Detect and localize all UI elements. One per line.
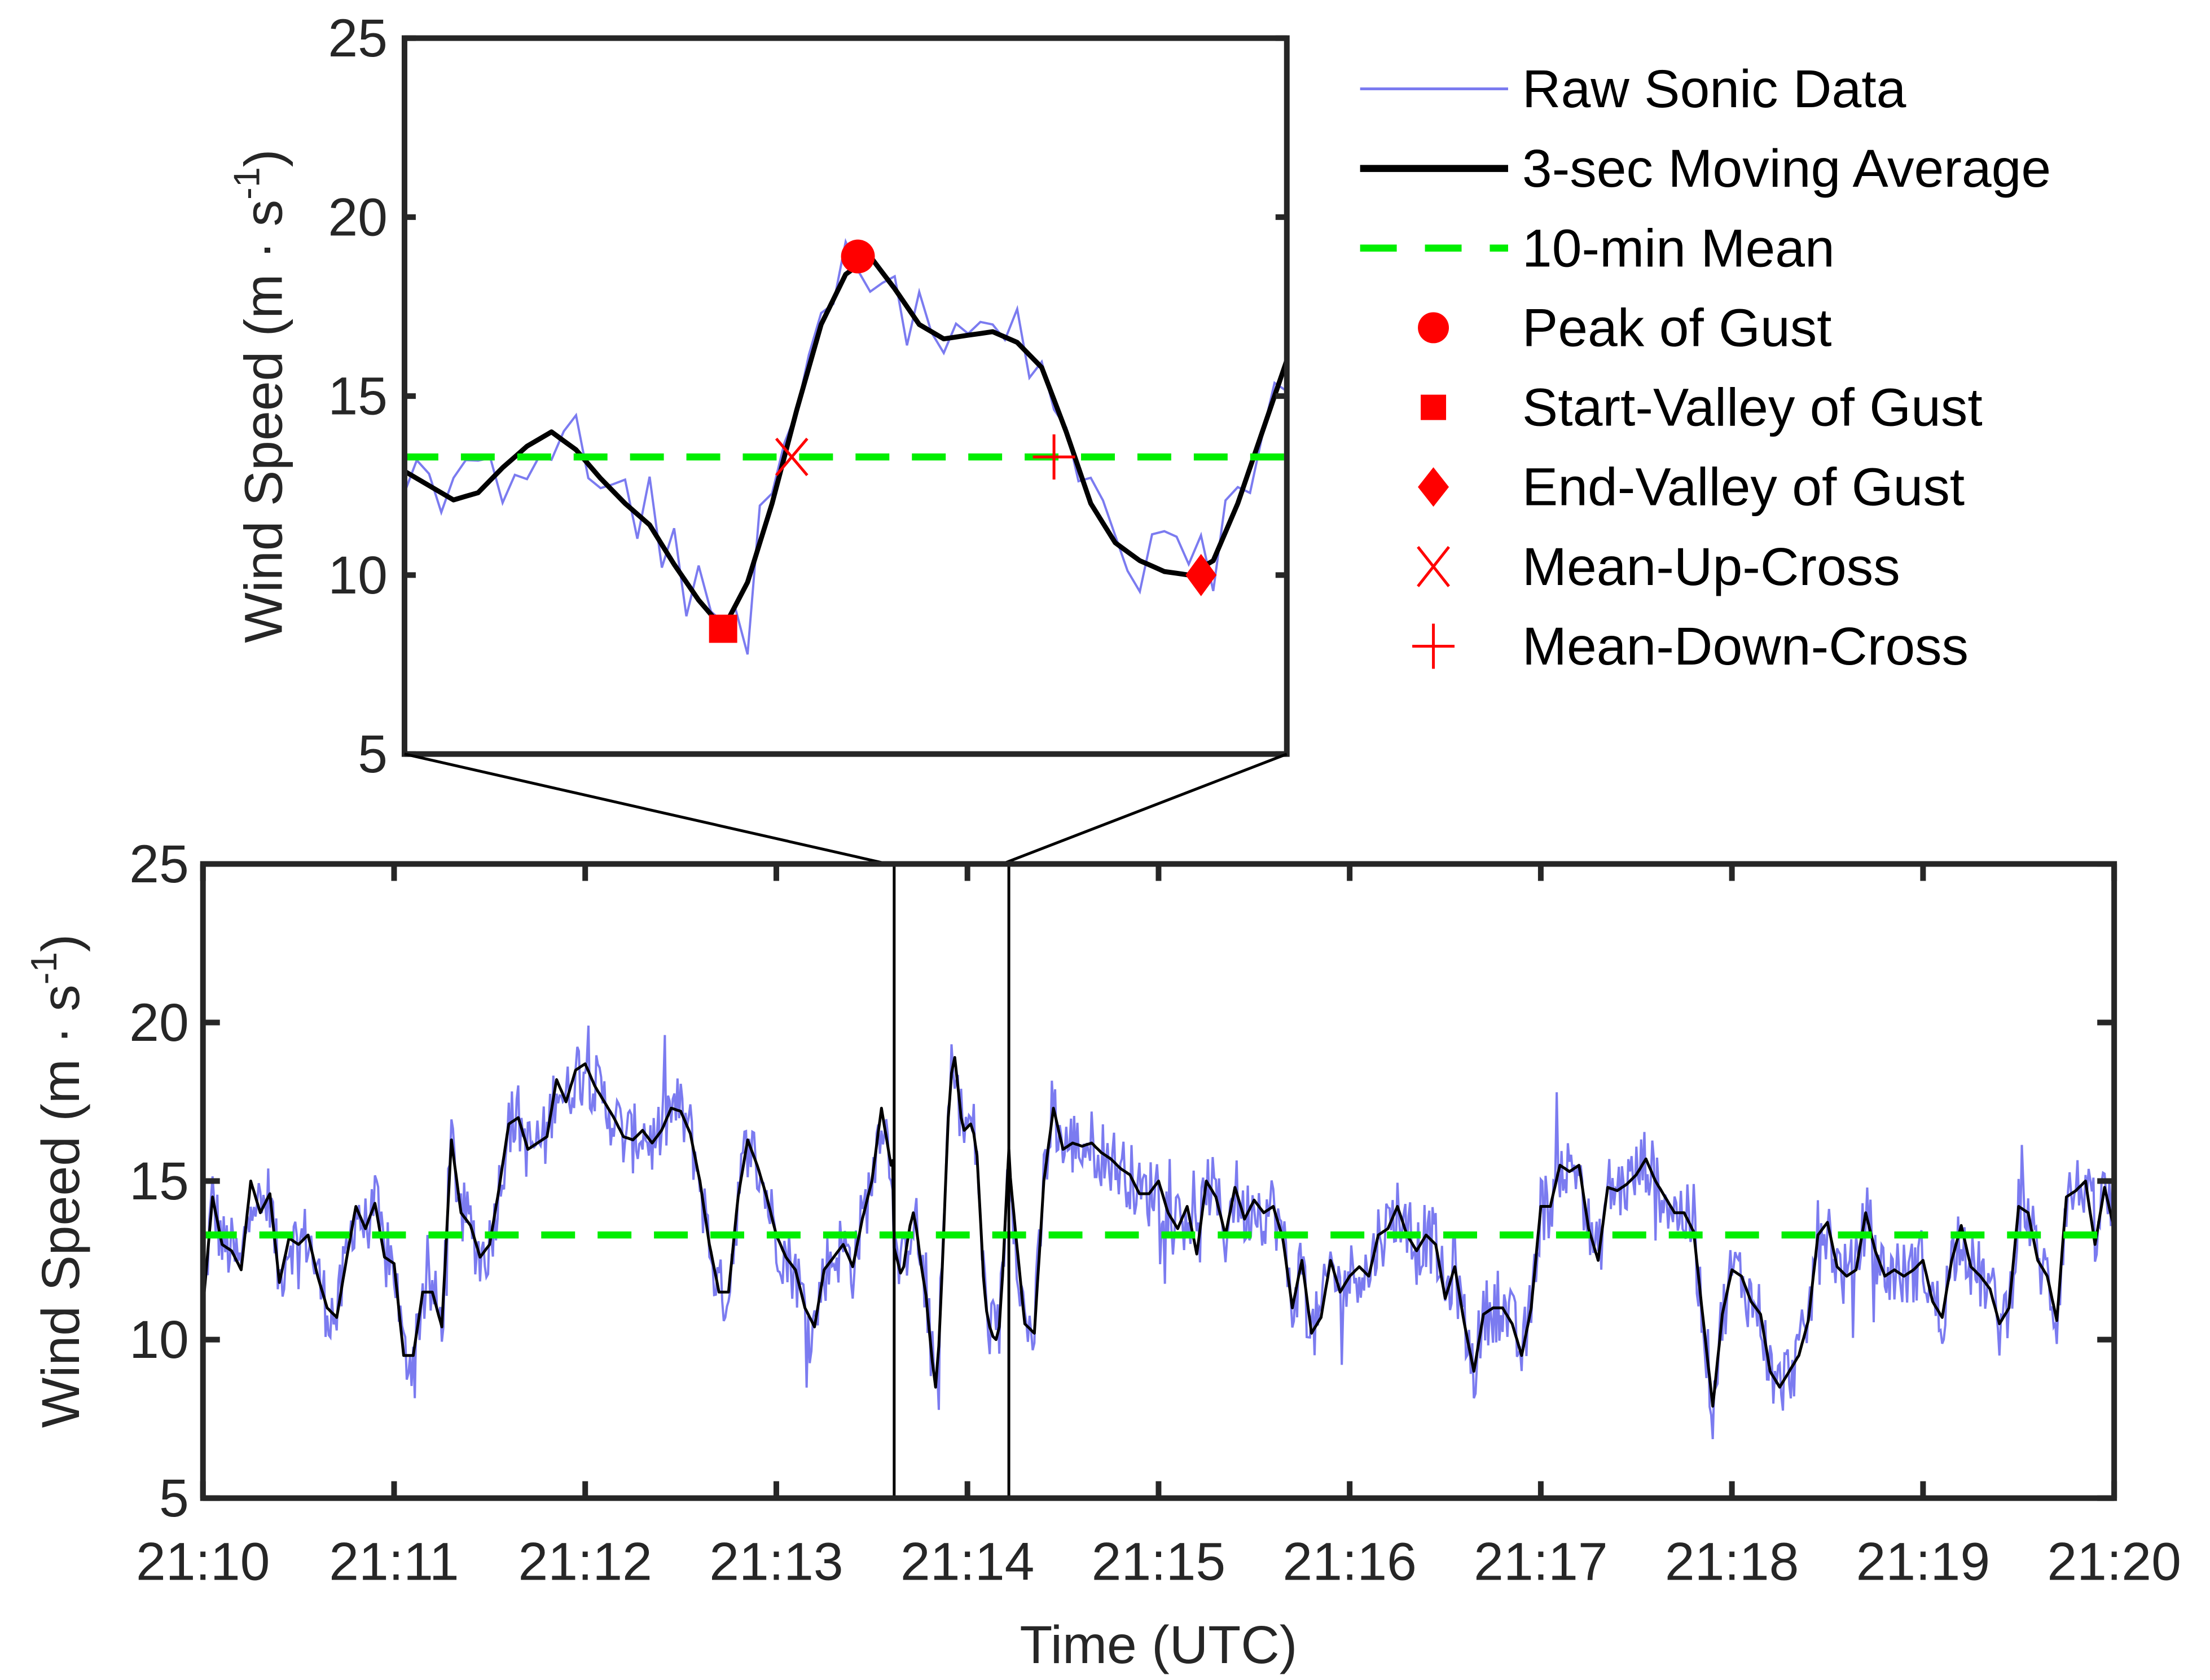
y-tick-label: 5 bbox=[358, 724, 388, 784]
legend-x-icon bbox=[1417, 546, 1450, 587]
legend-item-start: Start-Valley of Gust bbox=[1421, 378, 1983, 438]
x-tick-label: 21:12 bbox=[518, 1532, 652, 1591]
full-panel-x-label: Time (UTC) bbox=[1020, 1615, 1297, 1675]
zoom-panel-frame bbox=[401, 35, 1290, 757]
zoom-panel-y-label: Wind Speed (m · s-1) bbox=[226, 149, 294, 643]
legend-diamond-icon bbox=[1418, 467, 1449, 507]
legend-label: Mean-Up-Cross bbox=[1522, 537, 1900, 597]
full-panel-x-ticks: 21:10 21:11 21:12 21:13 21:14 21:15 21:16 21:17… bbox=[136, 864, 2181, 1591]
y-tick-label: 15 bbox=[328, 367, 388, 426]
raw-sonic-data-line bbox=[404, 238, 1287, 655]
legend-circle-icon bbox=[1418, 312, 1449, 344]
mean-down-cross-marker bbox=[1032, 434, 1075, 480]
full-panel: 5 10 15 20 25 21:10 21:11 21:12 21:13 21:14 21:15… bbox=[23, 834, 2181, 1675]
legend-plus-icon bbox=[1412, 623, 1455, 669]
y-tick-label: 10 bbox=[328, 546, 388, 605]
x-tick-label: 21:11 bbox=[329, 1532, 459, 1591]
legend-item-ma: 3-sec Moving Average bbox=[1360, 139, 2051, 199]
y-tick-label: 5 bbox=[159, 1468, 189, 1528]
moving-average-line bbox=[404, 254, 1287, 631]
legend-label: 10-min Mean bbox=[1522, 218, 1835, 278]
legend-item-raw: Raw Sonic Data bbox=[1360, 59, 1906, 119]
zoom-panel-y-ticks: 5 10 15 20 25 bbox=[328, 8, 1287, 784]
legend-label: 3-sec Moving Average bbox=[1522, 139, 2051, 199]
legend-label: End-Valley of Gust bbox=[1522, 458, 1965, 517]
x-tick-label: 21:15 bbox=[1092, 1532, 1226, 1591]
end-valley-marker bbox=[1185, 553, 1217, 596]
mean-up-cross-marker bbox=[775, 437, 809, 477]
x-tick-label: 21:14 bbox=[900, 1532, 1035, 1591]
plot-series bbox=[404, 238, 1287, 655]
zoom-connector-right bbox=[1001, 753, 1288, 865]
raw-sonic-data-line bbox=[203, 1025, 2115, 1440]
start-valley-marker bbox=[709, 614, 737, 643]
x-tick-label: 21:16 bbox=[1282, 1532, 1417, 1591]
legend-label: Mean-Down-Cross bbox=[1522, 617, 1969, 676]
y-tick-label: 20 bbox=[129, 993, 189, 1053]
zoom-connector-left bbox=[404, 753, 889, 865]
legend-item-down: Mean-Down-Cross bbox=[1412, 617, 1969, 676]
zoom-panel: 5 10 15 20 25 Wind Speed (m · s-1) bbox=[226, 8, 1290, 784]
legend-label: Raw Sonic Data bbox=[1522, 59, 1906, 119]
x-tick-label: 21:18 bbox=[1665, 1532, 1799, 1591]
x-tick-label: 21:19 bbox=[1856, 1532, 1991, 1591]
x-tick-label: 21:10 bbox=[136, 1532, 270, 1591]
legend-item-peak: Peak of Gust bbox=[1418, 298, 1832, 358]
moving-average-line bbox=[203, 1056, 2115, 1408]
y-tick-label: 25 bbox=[129, 834, 189, 894]
legend: Raw Sonic Data 3-sec Moving Average 10-min… bbox=[1360, 59, 2051, 676]
y-tick-label: 10 bbox=[129, 1310, 189, 1370]
zoom-panel-plot-area bbox=[404, 238, 1287, 655]
legend-item-up: Mean-Up-Cross bbox=[1417, 537, 1900, 597]
legend-square-icon bbox=[1421, 394, 1447, 420]
legend-item-end: End-Valley of Gust bbox=[1418, 458, 1965, 517]
legend-item-mean: 10-min Mean bbox=[1360, 218, 1835, 278]
plot-series bbox=[203, 1025, 2115, 1440]
legend-label: Peak of Gust bbox=[1522, 298, 1832, 358]
y-tick-label: 20 bbox=[328, 187, 388, 247]
full-panel-plot-area bbox=[203, 1025, 2115, 1440]
legend-label: Start-Valley of Gust bbox=[1522, 378, 1983, 438]
y-tick-label: 25 bbox=[328, 8, 388, 68]
x-tick-label: 21:13 bbox=[709, 1532, 843, 1591]
y-tick-label: 15 bbox=[129, 1151, 189, 1211]
peak-of-gust-marker bbox=[841, 239, 875, 274]
x-tick-label: 21:20 bbox=[2047, 1532, 2181, 1591]
x-tick-label: 21:17 bbox=[1474, 1532, 1608, 1591]
full-panel-y-label: Wind Speed (m · s-1) bbox=[23, 934, 91, 1428]
full-panel-y-ticks: 5 10 15 20 25 bbox=[129, 834, 2115, 1528]
